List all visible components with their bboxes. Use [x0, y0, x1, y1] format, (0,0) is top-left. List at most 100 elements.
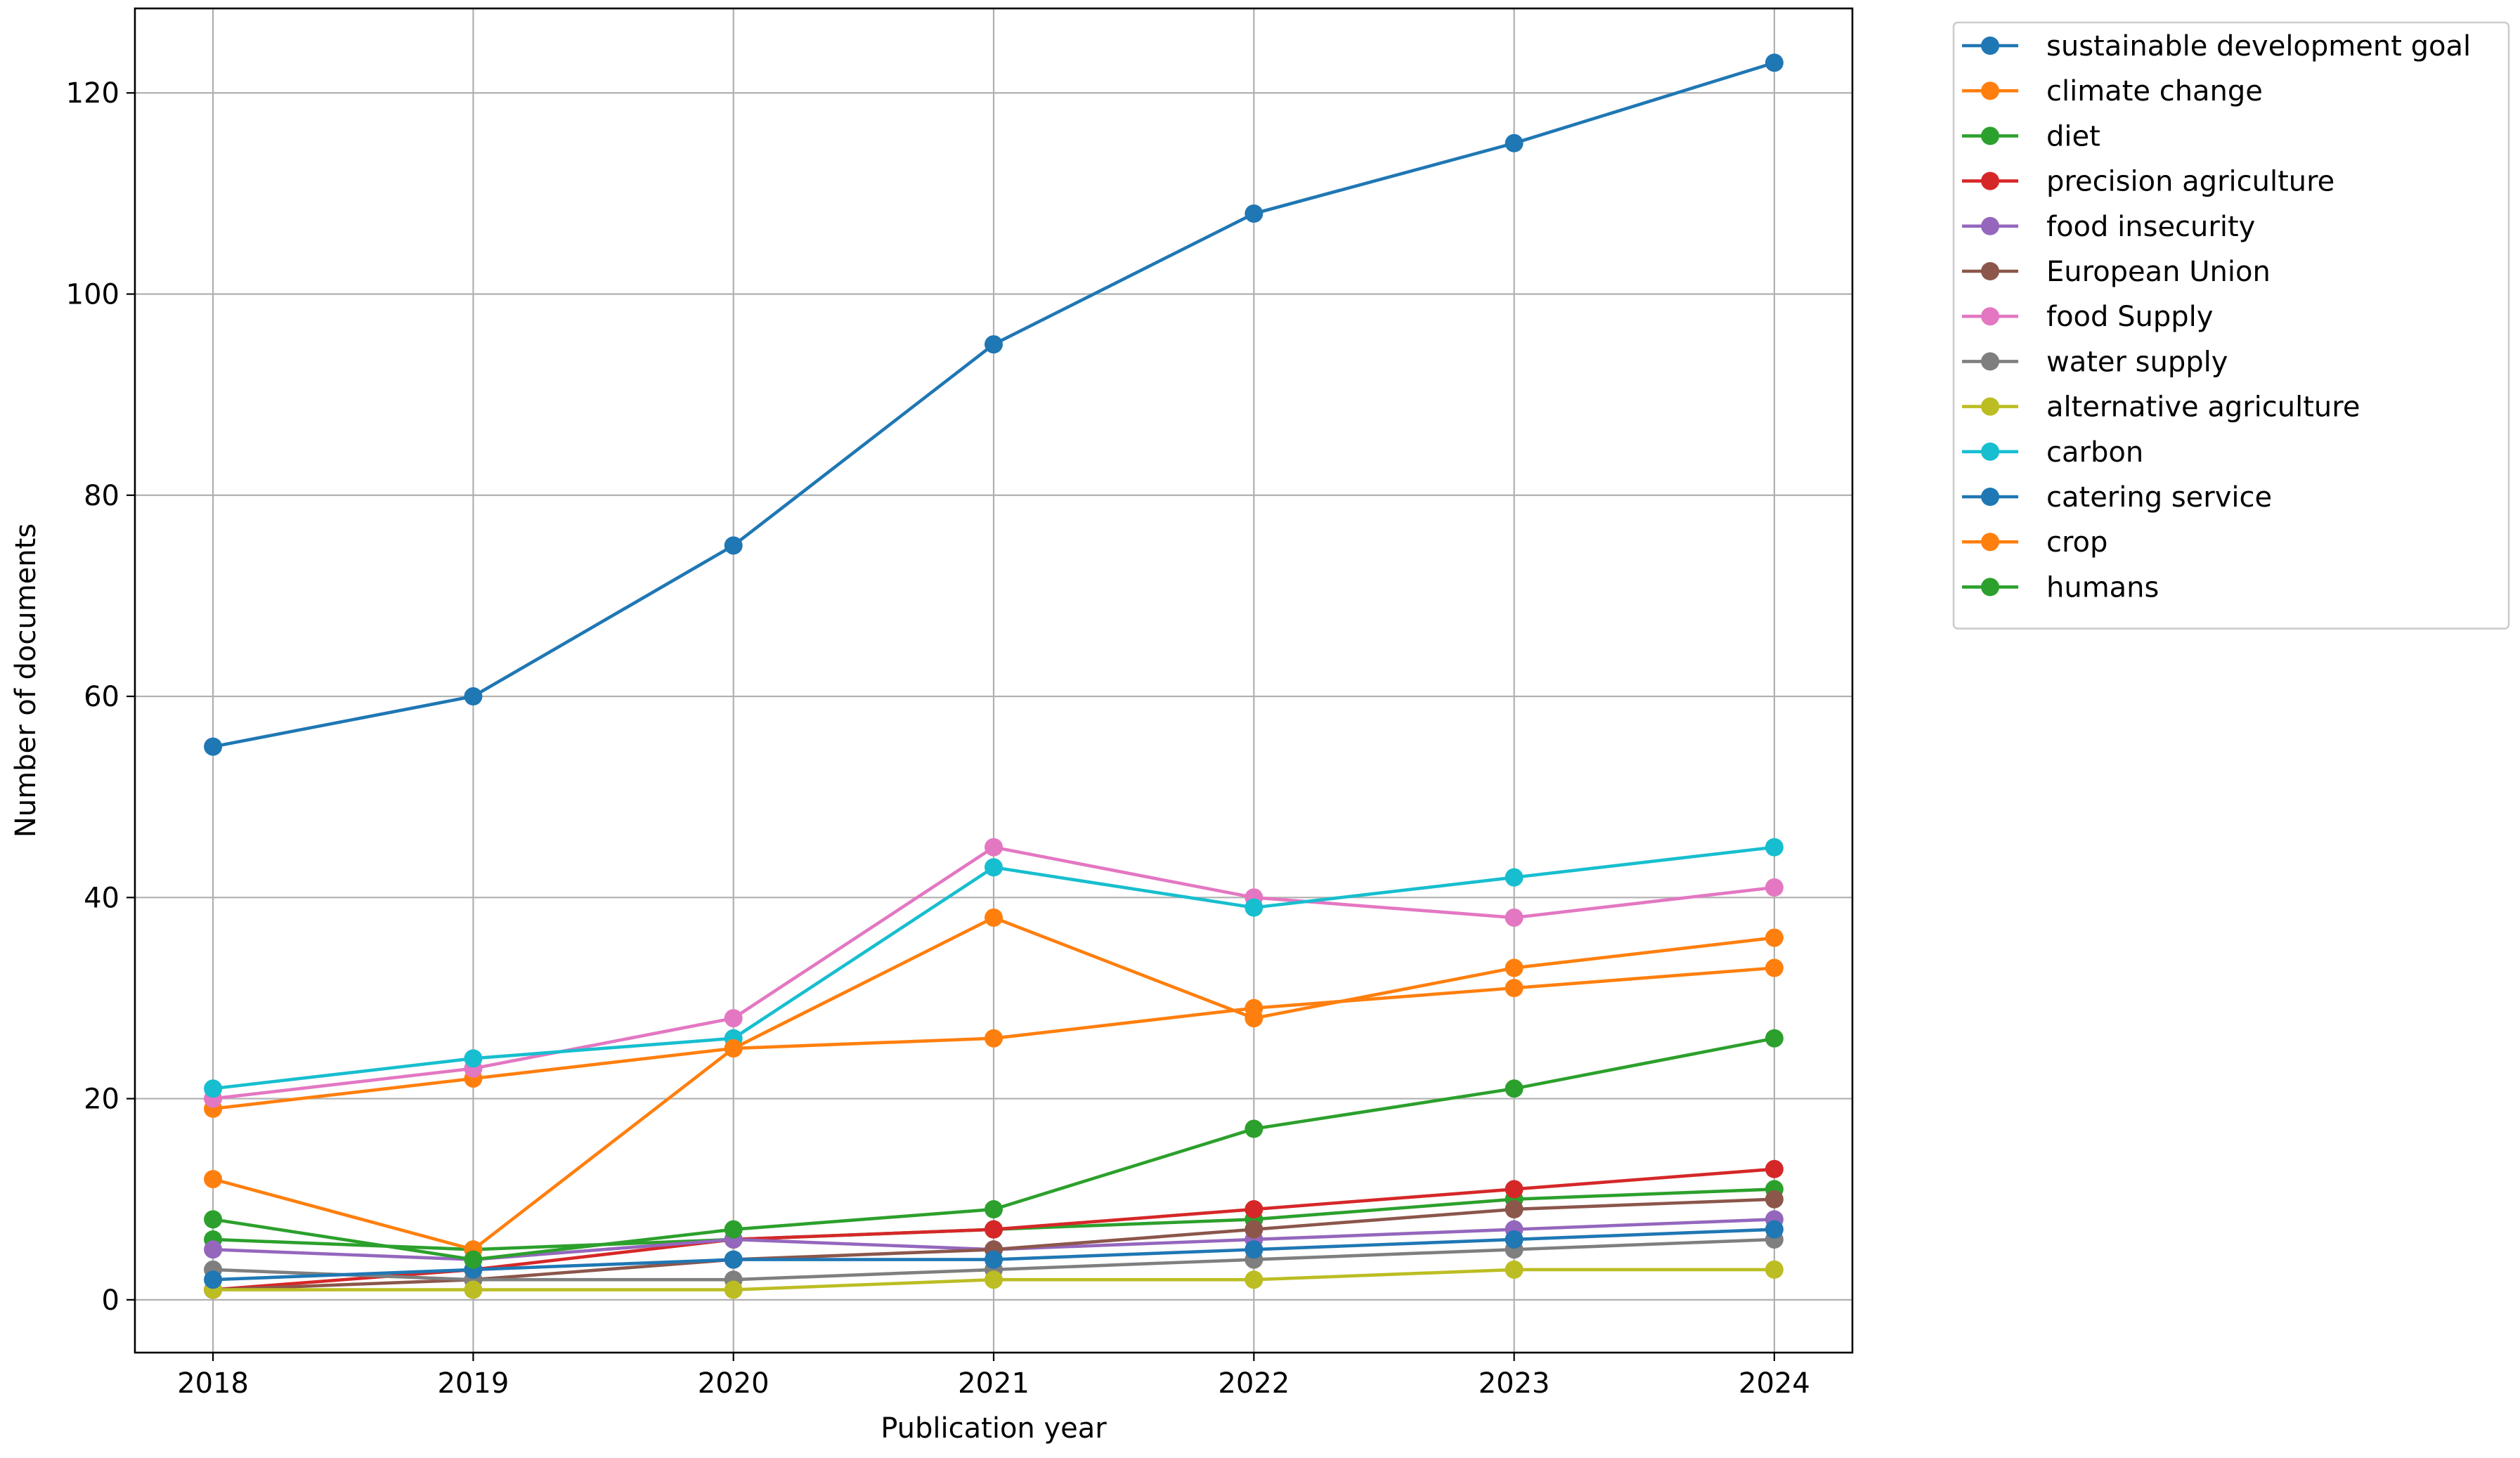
- legend: sustainable development goal climate chan…: [1952, 21, 2510, 630]
- legend-label: carbon: [2046, 436, 2143, 469]
- legend-item: crop: [1962, 526, 2107, 559]
- legend-label: diet: [2046, 120, 2100, 152]
- legend-marker: [1981, 126, 1999, 145]
- legend-marker: [1981, 578, 1999, 597]
- data-point: [1245, 1119, 1264, 1138]
- legend-item: sustainable development goal: [1962, 30, 2471, 63]
- legend-item: diet: [1962, 120, 2100, 152]
- legend-marker: [1981, 533, 1999, 552]
- data-point: [464, 687, 483, 706]
- data-point: [1765, 1190, 1784, 1209]
- data-point: [464, 1250, 483, 1269]
- legend-frame: [1952, 21, 2510, 630]
- data-point: [1245, 204, 1264, 223]
- data-point: [985, 1220, 1003, 1239]
- data-point: [724, 1039, 743, 1058]
- data-point: [1505, 958, 1524, 977]
- data-point: [204, 1210, 223, 1229]
- data-point: [1245, 1240, 1264, 1259]
- x-tick-label: 2018: [177, 1367, 249, 1400]
- legend-label: precision agriculture: [2046, 166, 2334, 198]
- data-point: [1765, 1029, 1784, 1048]
- data-point: [1505, 1200, 1524, 1219]
- data-point: [1245, 898, 1264, 917]
- data-point: [1505, 979, 1524, 998]
- legend-item: precision agriculture: [1962, 166, 2334, 198]
- x-tick-label: 2024: [1739, 1367, 1810, 1400]
- series-group: [204, 53, 1784, 1299]
- legend-label: humans: [2046, 571, 2159, 604]
- data-point: [724, 536, 743, 555]
- legend-item: humans: [1962, 571, 2159, 604]
- legend-marker: [1981, 488, 1999, 506]
- legend-item: food insecurity: [1962, 211, 2255, 243]
- y-tick-label: 40: [84, 882, 119, 914]
- data-point: [204, 737, 223, 756]
- legend-label: crop: [2046, 526, 2107, 559]
- legend-label: water supply: [2046, 346, 2228, 378]
- data-point: [985, 858, 1003, 877]
- data-point: [204, 1079, 223, 1098]
- legend-label: food Supply: [2046, 301, 2213, 333]
- series-10: [204, 1220, 1784, 1289]
- data-point: [985, 335, 1003, 354]
- series-0: [204, 53, 1784, 756]
- data-point: [985, 1270, 1003, 1289]
- y-tick-label: 20: [84, 1083, 119, 1116]
- y-tick-label: 100: [66, 279, 119, 311]
- legend-marker: [1981, 262, 1999, 280]
- data-point: [1765, 53, 1784, 72]
- x-tick-label: 2022: [1218, 1367, 1290, 1400]
- data-point: [985, 838, 1003, 857]
- legend-marker: [1981, 82, 1999, 100]
- legend-item: food Supply: [1962, 301, 2213, 333]
- legend-label: alternative agriculture: [2046, 391, 2360, 424]
- data-point: [985, 1200, 1003, 1219]
- data-point: [985, 1250, 1003, 1269]
- data-point: [1505, 1180, 1524, 1199]
- data-point: [1765, 1220, 1784, 1239]
- data-point: [1505, 1260, 1524, 1279]
- series-8: [204, 1260, 1784, 1299]
- y-tick-label: 60: [84, 681, 119, 713]
- x-axis-ticks: 2018 2019 2020 2021 2022 2023 2024: [177, 1353, 1810, 1400]
- legend-marker: [1981, 171, 1999, 190]
- data-point: [1765, 928, 1784, 947]
- data-point: [1245, 1200, 1264, 1219]
- y-axis-ticks: 0 20 40 60 80 100 120: [66, 77, 135, 1317]
- data-point: [464, 1280, 483, 1299]
- legend-marker: [1981, 352, 1999, 371]
- legend-items: sustainable development goal climate chan…: [1962, 30, 2471, 604]
- legend-marker: [1981, 307, 1999, 326]
- data-point: [724, 1009, 743, 1028]
- y-tick-label: 80: [84, 480, 119, 512]
- data-point: [1765, 958, 1784, 977]
- data-point: [204, 1170, 223, 1189]
- data-point: [204, 1270, 223, 1289]
- data-point: [724, 1280, 743, 1299]
- data-point: [1505, 868, 1524, 887]
- legend-label: food insecurity: [2046, 211, 2255, 243]
- x-tick-label: 2019: [437, 1367, 509, 1400]
- series-11: [204, 908, 1784, 1259]
- data-point: [1505, 1079, 1524, 1098]
- legend-marker: [1981, 37, 1999, 55]
- grid-lines: [135, 8, 1852, 1353]
- y-tick-label: 120: [66, 77, 119, 110]
- data-point: [985, 1029, 1003, 1048]
- legend-label: European Union: [2046, 256, 2271, 288]
- data-point: [1245, 1270, 1264, 1289]
- legend-label: sustainable development goal: [2046, 30, 2471, 63]
- data-point: [985, 908, 1003, 927]
- data-point: [1765, 838, 1784, 857]
- series-12: [204, 1029, 1784, 1269]
- x-tick-label: 2023: [1479, 1367, 1550, 1400]
- data-point: [204, 1240, 223, 1259]
- data-point: [724, 1250, 743, 1269]
- y-axis-label: Number of documents: [10, 523, 42, 838]
- legend-item: water supply: [1962, 346, 2228, 378]
- legend-marker: [1981, 442, 1999, 461]
- legend-label: catering service: [2046, 481, 2272, 514]
